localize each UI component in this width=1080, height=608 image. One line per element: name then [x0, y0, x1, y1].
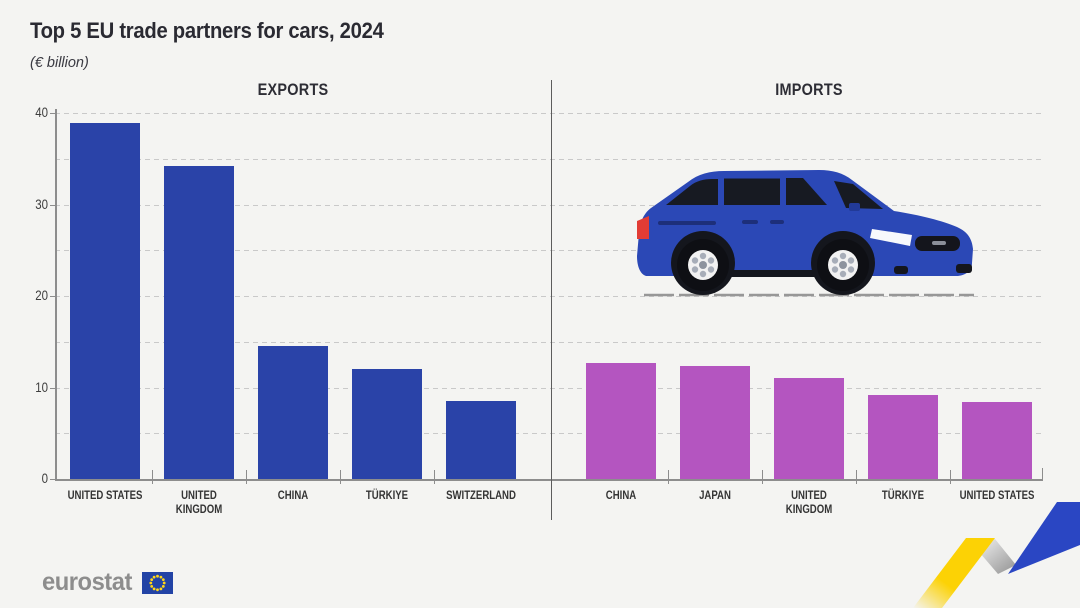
- bar-exports-united-states: [70, 123, 140, 479]
- page-title: Top 5 EU trade partners for cars, 2024: [30, 18, 384, 43]
- y-tick: [50, 479, 55, 480]
- unit-subtitle: (€ billion): [30, 55, 89, 71]
- x-axis-tick: [340, 470, 341, 484]
- y-tick: [50, 296, 55, 297]
- exports-section-header: EXPORTS: [257, 80, 329, 99]
- eu-flag-icon: [141, 571, 173, 594]
- section-divider-line: [551, 80, 552, 520]
- y-tick-label: 20: [35, 288, 48, 303]
- x-axis-tick: [668, 470, 669, 484]
- category-label-türkiye: TÜRKIYE: [881, 488, 925, 502]
- x-axis-tick: [246, 470, 247, 484]
- corner-ribbon-decoration: [913, 502, 1080, 608]
- category-label-china: CHINA: [605, 488, 637, 502]
- y-tick-label: 0: [41, 471, 48, 486]
- y-tick: [50, 204, 55, 206]
- gridline-25: [55, 250, 1042, 252]
- y-tick-label: 40: [35, 105, 48, 120]
- gridline-20: [55, 296, 1042, 297]
- category-label-united-kingdom: UNITED KINGDOM: [175, 488, 223, 516]
- y-tick-label: 10: [35, 379, 48, 395]
- bar-imports-china: [586, 362, 656, 479]
- bar-exports-united-kingdom: [164, 166, 234, 479]
- category-label-united-kingdom: UNITED KINGDOM: [785, 488, 833, 516]
- rear-wheel: [671, 231, 735, 295]
- y-tick-label: 30: [35, 196, 48, 212]
- car-icon: [637, 170, 974, 297]
- x-axis-tick: [856, 470, 857, 484]
- bar-exports-türkiye: [352, 369, 422, 479]
- eurostat-logo-text: eurostat: [42, 568, 132, 596]
- x-axis-tick: [434, 470, 435, 484]
- category-label-japan: JAPAN: [699, 488, 731, 502]
- bar-imports-japan: [680, 366, 750, 479]
- gridline-5: [55, 433, 1042, 435]
- category-label-united-states: UNITED STATES: [67, 488, 143, 502]
- front-wheel: [811, 231, 875, 295]
- y-axis: [55, 109, 57, 480]
- x-axis-tick: [950, 470, 951, 484]
- gridline-15: [55, 341, 1042, 343]
- category-label-türkiye: TÜRKIYE: [365, 488, 409, 502]
- x-axis-tick: [152, 470, 153, 484]
- bar-imports-türkiye: [868, 394, 938, 479]
- x-axis-end-tick: [1042, 468, 1043, 480]
- eurostat-logo: eurostat: [42, 568, 173, 597]
- gridline-40: [55, 113, 1042, 114]
- y-tick: [50, 387, 55, 389]
- gridline-35: [55, 158, 1042, 160]
- bar-exports-china: [258, 346, 328, 479]
- bar-imports-united-states: [962, 402, 1032, 479]
- gridline-30: [55, 204, 1042, 206]
- x-axis: [55, 479, 1043, 481]
- category-label-united-states: UNITED STATES: [959, 488, 1035, 502]
- bar-exports-switzerland: [446, 401, 516, 479]
- category-label-china: CHINA: [277, 488, 309, 502]
- x-axis-tick: [762, 470, 763, 484]
- imports-section-header: IMPORTS: [775, 80, 843, 99]
- bar-imports-united-kingdom: [774, 378, 844, 479]
- category-label-switzerland: SWITZERLAND: [446, 488, 516, 502]
- y-tick: [50, 113, 55, 114]
- gridline-10: [55, 387, 1042, 389]
